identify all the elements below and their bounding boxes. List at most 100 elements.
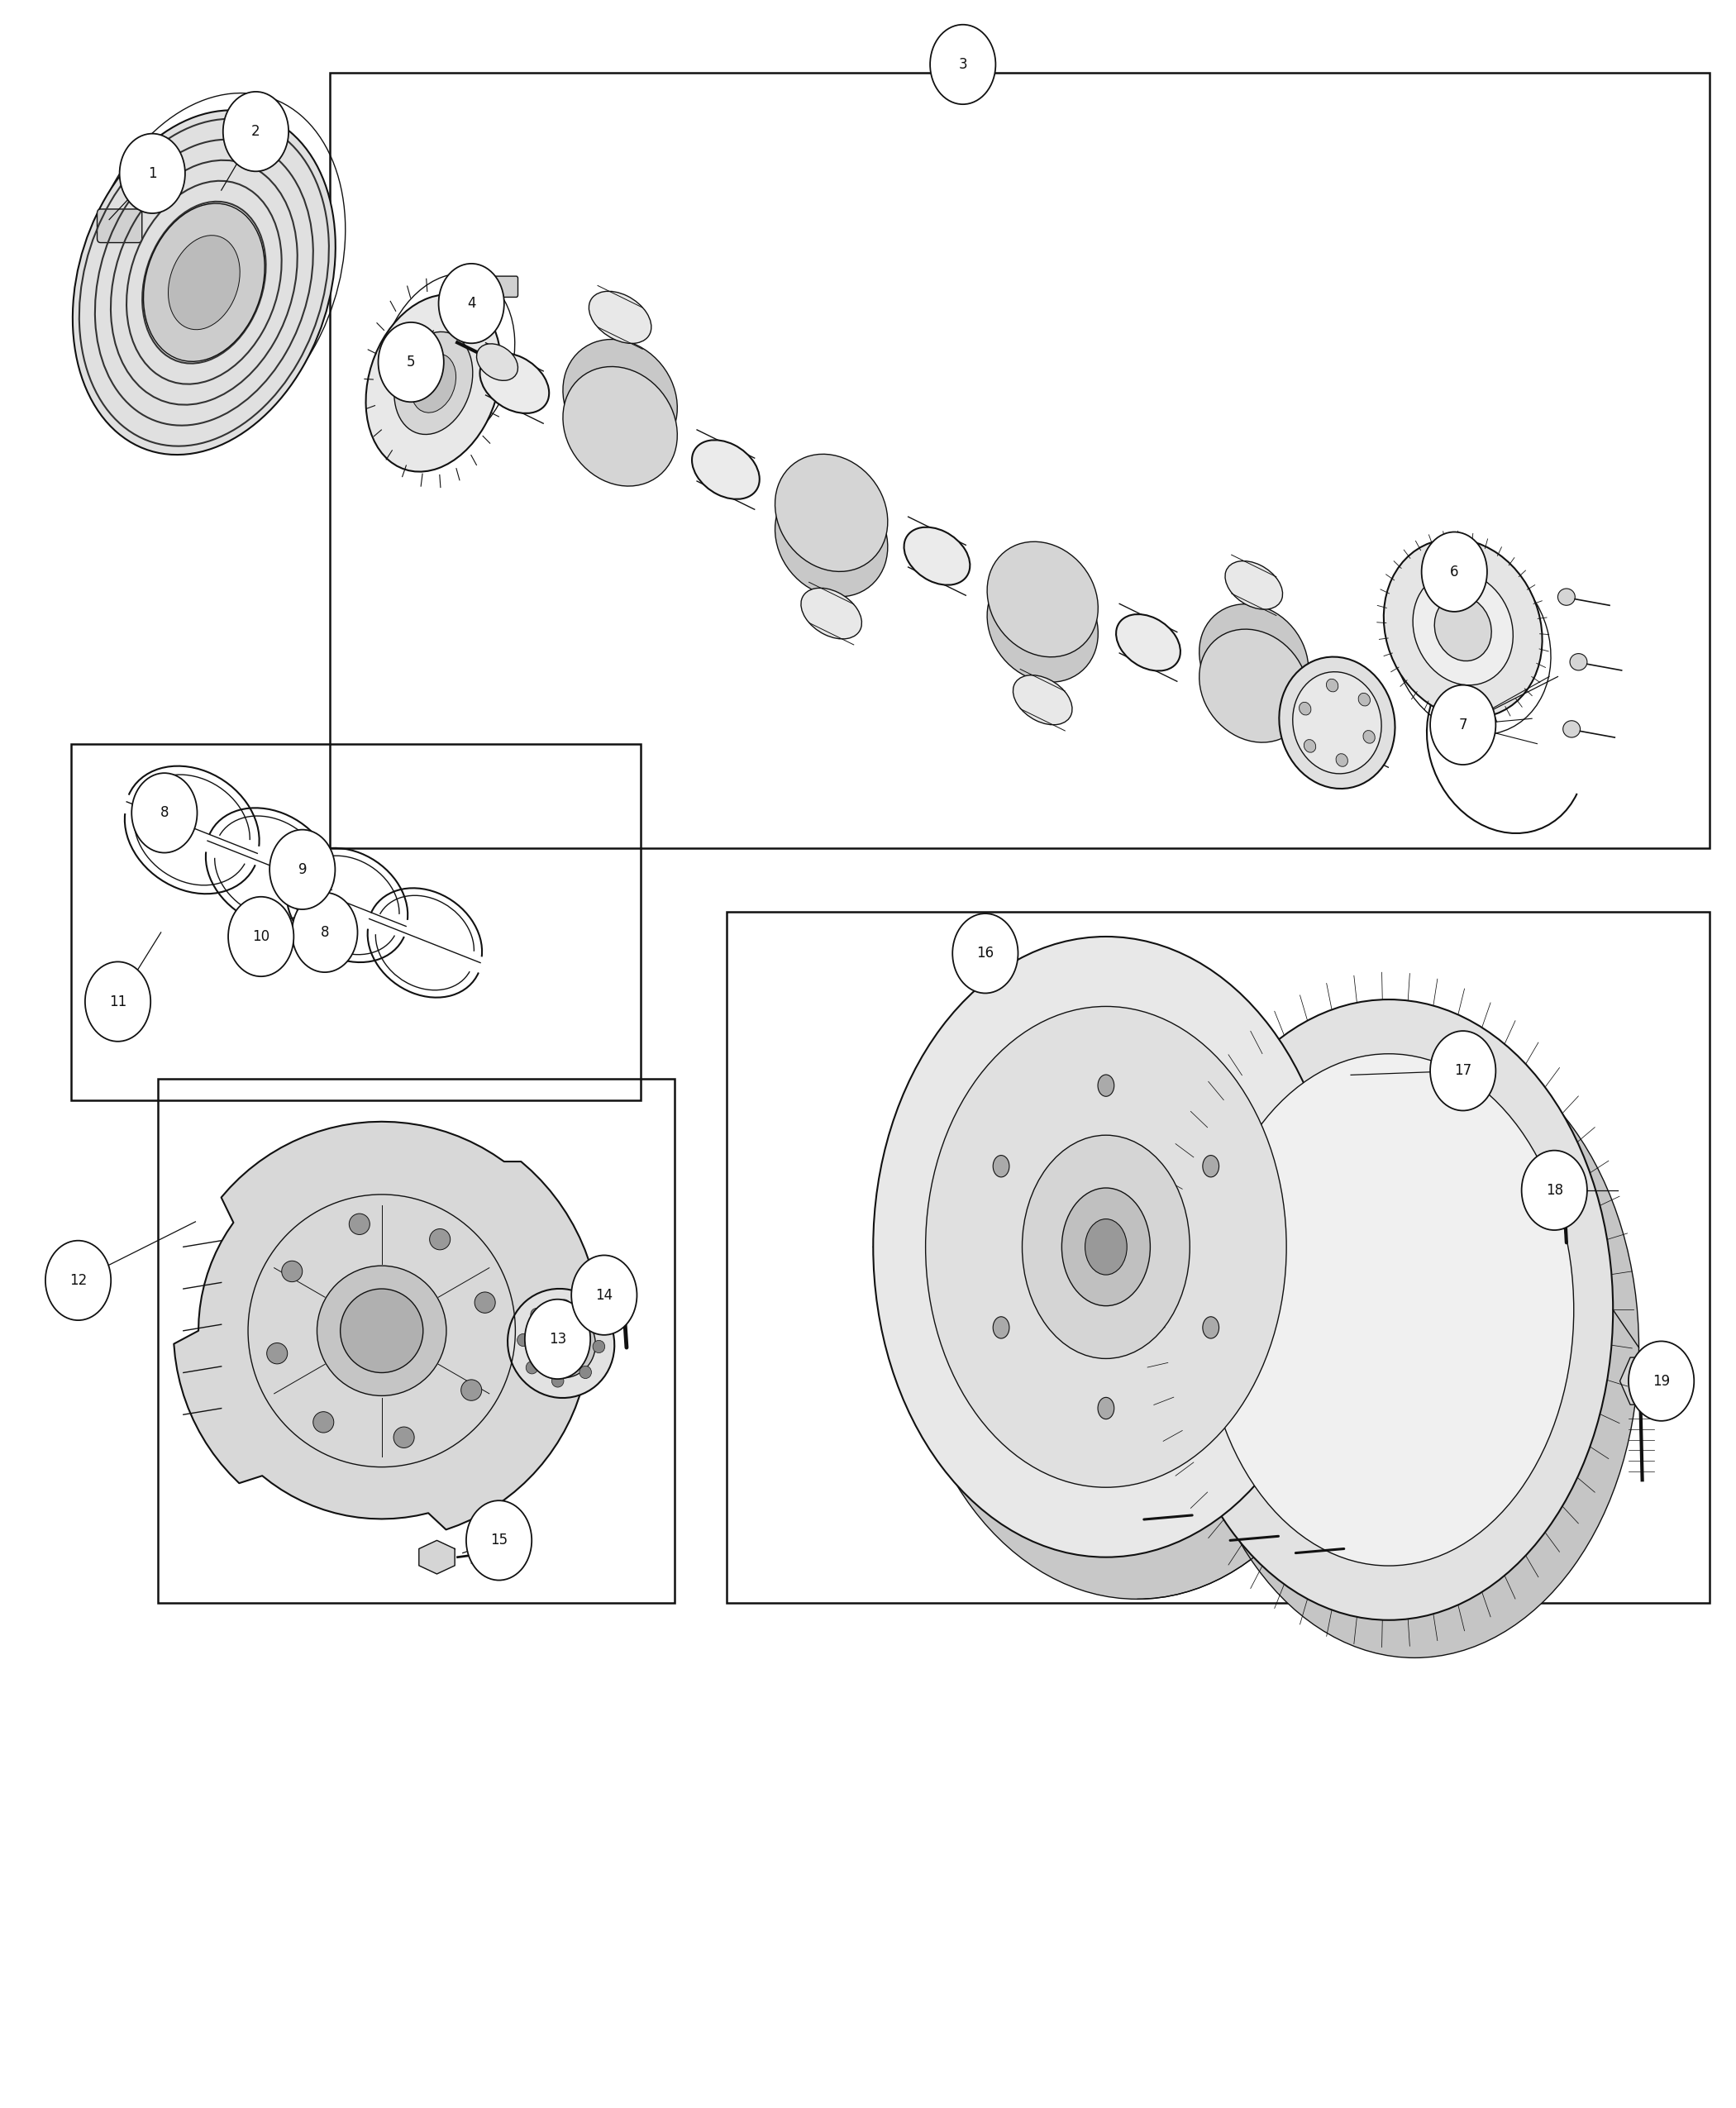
Text: 2: 2 [252,124,260,139]
Text: 17: 17 [1455,1062,1472,1077]
Ellipse shape [394,331,472,434]
Text: 1: 1 [148,167,156,181]
Ellipse shape [993,1318,1009,1339]
Ellipse shape [589,291,651,344]
Ellipse shape [988,567,1099,683]
Ellipse shape [1557,588,1575,605]
Circle shape [222,93,288,171]
Bar [727,911,1710,1604]
Text: 10: 10 [252,930,269,944]
Text: 16: 16 [977,946,995,961]
Ellipse shape [1358,694,1370,706]
Bar [330,74,1710,850]
Ellipse shape [120,173,288,392]
Circle shape [930,25,996,103]
Ellipse shape [904,978,1370,1600]
Ellipse shape [562,339,677,460]
Ellipse shape [411,354,457,413]
Ellipse shape [89,131,319,434]
Ellipse shape [394,1427,415,1448]
Ellipse shape [531,1309,543,1322]
Text: 12: 12 [69,1273,87,1288]
Ellipse shape [1097,1398,1115,1419]
Ellipse shape [559,1299,571,1311]
Ellipse shape [167,234,241,331]
Ellipse shape [429,1229,450,1250]
Ellipse shape [1413,571,1514,685]
Ellipse shape [104,152,304,413]
Ellipse shape [1062,1189,1151,1305]
Circle shape [439,264,503,344]
Circle shape [269,831,335,909]
Circle shape [571,1254,637,1334]
Ellipse shape [1434,597,1491,662]
Circle shape [45,1242,111,1320]
Circle shape [227,896,293,976]
Circle shape [467,1501,531,1581]
Ellipse shape [349,1214,370,1235]
Ellipse shape [1326,679,1338,691]
Ellipse shape [1203,1155,1219,1176]
Ellipse shape [693,441,760,500]
Ellipse shape [542,1324,580,1362]
Ellipse shape [1014,675,1073,725]
Circle shape [85,961,151,1041]
Text: 7: 7 [1458,717,1467,731]
Ellipse shape [1191,1037,1639,1657]
Ellipse shape [151,213,257,352]
Ellipse shape [135,194,273,371]
Ellipse shape [526,1362,538,1374]
FancyBboxPatch shape [483,276,517,297]
Ellipse shape [583,1313,595,1326]
Circle shape [1521,1151,1587,1231]
Ellipse shape [507,1288,615,1398]
Ellipse shape [1200,628,1309,742]
Text: 6: 6 [1450,565,1458,580]
Ellipse shape [474,1292,495,1313]
Circle shape [378,323,444,403]
Ellipse shape [1203,1318,1219,1339]
Circle shape [1628,1341,1694,1421]
Bar [71,744,641,1100]
Text: 18: 18 [1545,1183,1562,1197]
Text: 9: 9 [299,862,307,877]
Ellipse shape [1085,1218,1127,1275]
Circle shape [1430,1031,1496,1111]
Ellipse shape [479,352,549,413]
Ellipse shape [904,527,970,586]
Text: 8: 8 [160,805,168,820]
Polygon shape [174,1121,590,1530]
Ellipse shape [1328,702,1391,757]
Ellipse shape [873,936,1338,1558]
Text: 19: 19 [1653,1374,1670,1389]
Ellipse shape [552,1374,564,1387]
Polygon shape [1620,1358,1661,1404]
Text: 3: 3 [958,57,967,72]
Ellipse shape [462,1379,481,1400]
Ellipse shape [592,1341,604,1353]
Ellipse shape [993,1155,1009,1176]
Circle shape [120,133,186,213]
Ellipse shape [1203,1054,1575,1566]
Ellipse shape [1562,721,1580,738]
Circle shape [524,1299,590,1379]
Ellipse shape [318,1265,446,1395]
Ellipse shape [526,1309,595,1379]
Text: 15: 15 [490,1533,507,1547]
Ellipse shape [281,1261,302,1282]
Ellipse shape [800,588,861,639]
Ellipse shape [1299,702,1311,715]
Ellipse shape [580,1366,592,1379]
Ellipse shape [73,110,335,455]
Ellipse shape [267,1343,288,1364]
Ellipse shape [1116,613,1180,670]
Circle shape [1422,531,1488,611]
Ellipse shape [988,542,1099,658]
Circle shape [132,774,198,854]
Ellipse shape [925,1006,1286,1488]
Ellipse shape [144,204,264,360]
Text: 11: 11 [109,995,127,1010]
Ellipse shape [168,236,240,329]
Circle shape [1430,685,1496,765]
Ellipse shape [616,1290,628,1301]
